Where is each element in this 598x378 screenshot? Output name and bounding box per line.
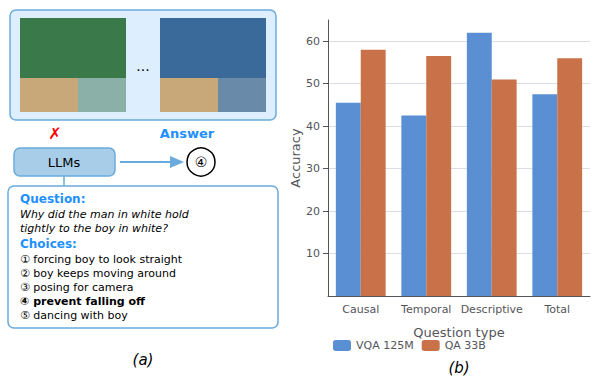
svg-text:40: 40 — [306, 120, 320, 133]
svg-text:10: 10 — [306, 247, 320, 260]
svg-text:Causal: Causal — [342, 303, 379, 316]
svg-text:Accuracy: Accuracy — [288, 128, 303, 188]
svg-text:Descriptive: Descriptive — [461, 303, 523, 316]
svg-text:VQA 125M: VQA 125M — [356, 339, 414, 352]
svg-text:④: ④ — [195, 154, 208, 170]
svg-text:30: 30 — [306, 162, 320, 175]
svg-text:④ prevent falling off: ④ prevent falling off — [20, 295, 145, 308]
svg-text:(a): (a) — [133, 351, 154, 369]
svg-text:Choices:: Choices: — [20, 237, 77, 251]
svg-text:Question type: Question type — [413, 325, 504, 340]
svg-text:(b): (b) — [448, 359, 469, 377]
svg-text:✗: ✗ — [48, 124, 61, 143]
svg-text:Total: Total — [543, 303, 570, 316]
svg-text:Temporal: Temporal — [400, 303, 451, 316]
svg-text:② boy keeps moving around: ② boy keeps moving around — [20, 267, 176, 280]
svg-text:...: ... — [136, 58, 149, 74]
svg-text:Answer: Answer — [160, 126, 215, 141]
svg-text:Question:: Question: — [20, 192, 85, 206]
svg-text:20: 20 — [306, 205, 320, 218]
svg-text:Why did the man in white hold: Why did the man in white hold — [20, 208, 190, 221]
svg-text:③ posing for camera: ③ posing for camera — [20, 281, 133, 294]
svg-text:⑤ dancing with boy: ⑤ dancing with boy — [20, 309, 128, 322]
svg-text:① forcing boy to look straight: ① forcing boy to look straight — [20, 253, 183, 266]
svg-text:60: 60 — [306, 35, 320, 48]
svg-text:LLMs: LLMs — [48, 155, 81, 170]
svg-text:tightly to the boy in white?: tightly to the boy in white? — [20, 222, 168, 235]
svg-text:QA 33B: QA 33B — [445, 339, 486, 352]
svg-text:50: 50 — [306, 77, 320, 90]
